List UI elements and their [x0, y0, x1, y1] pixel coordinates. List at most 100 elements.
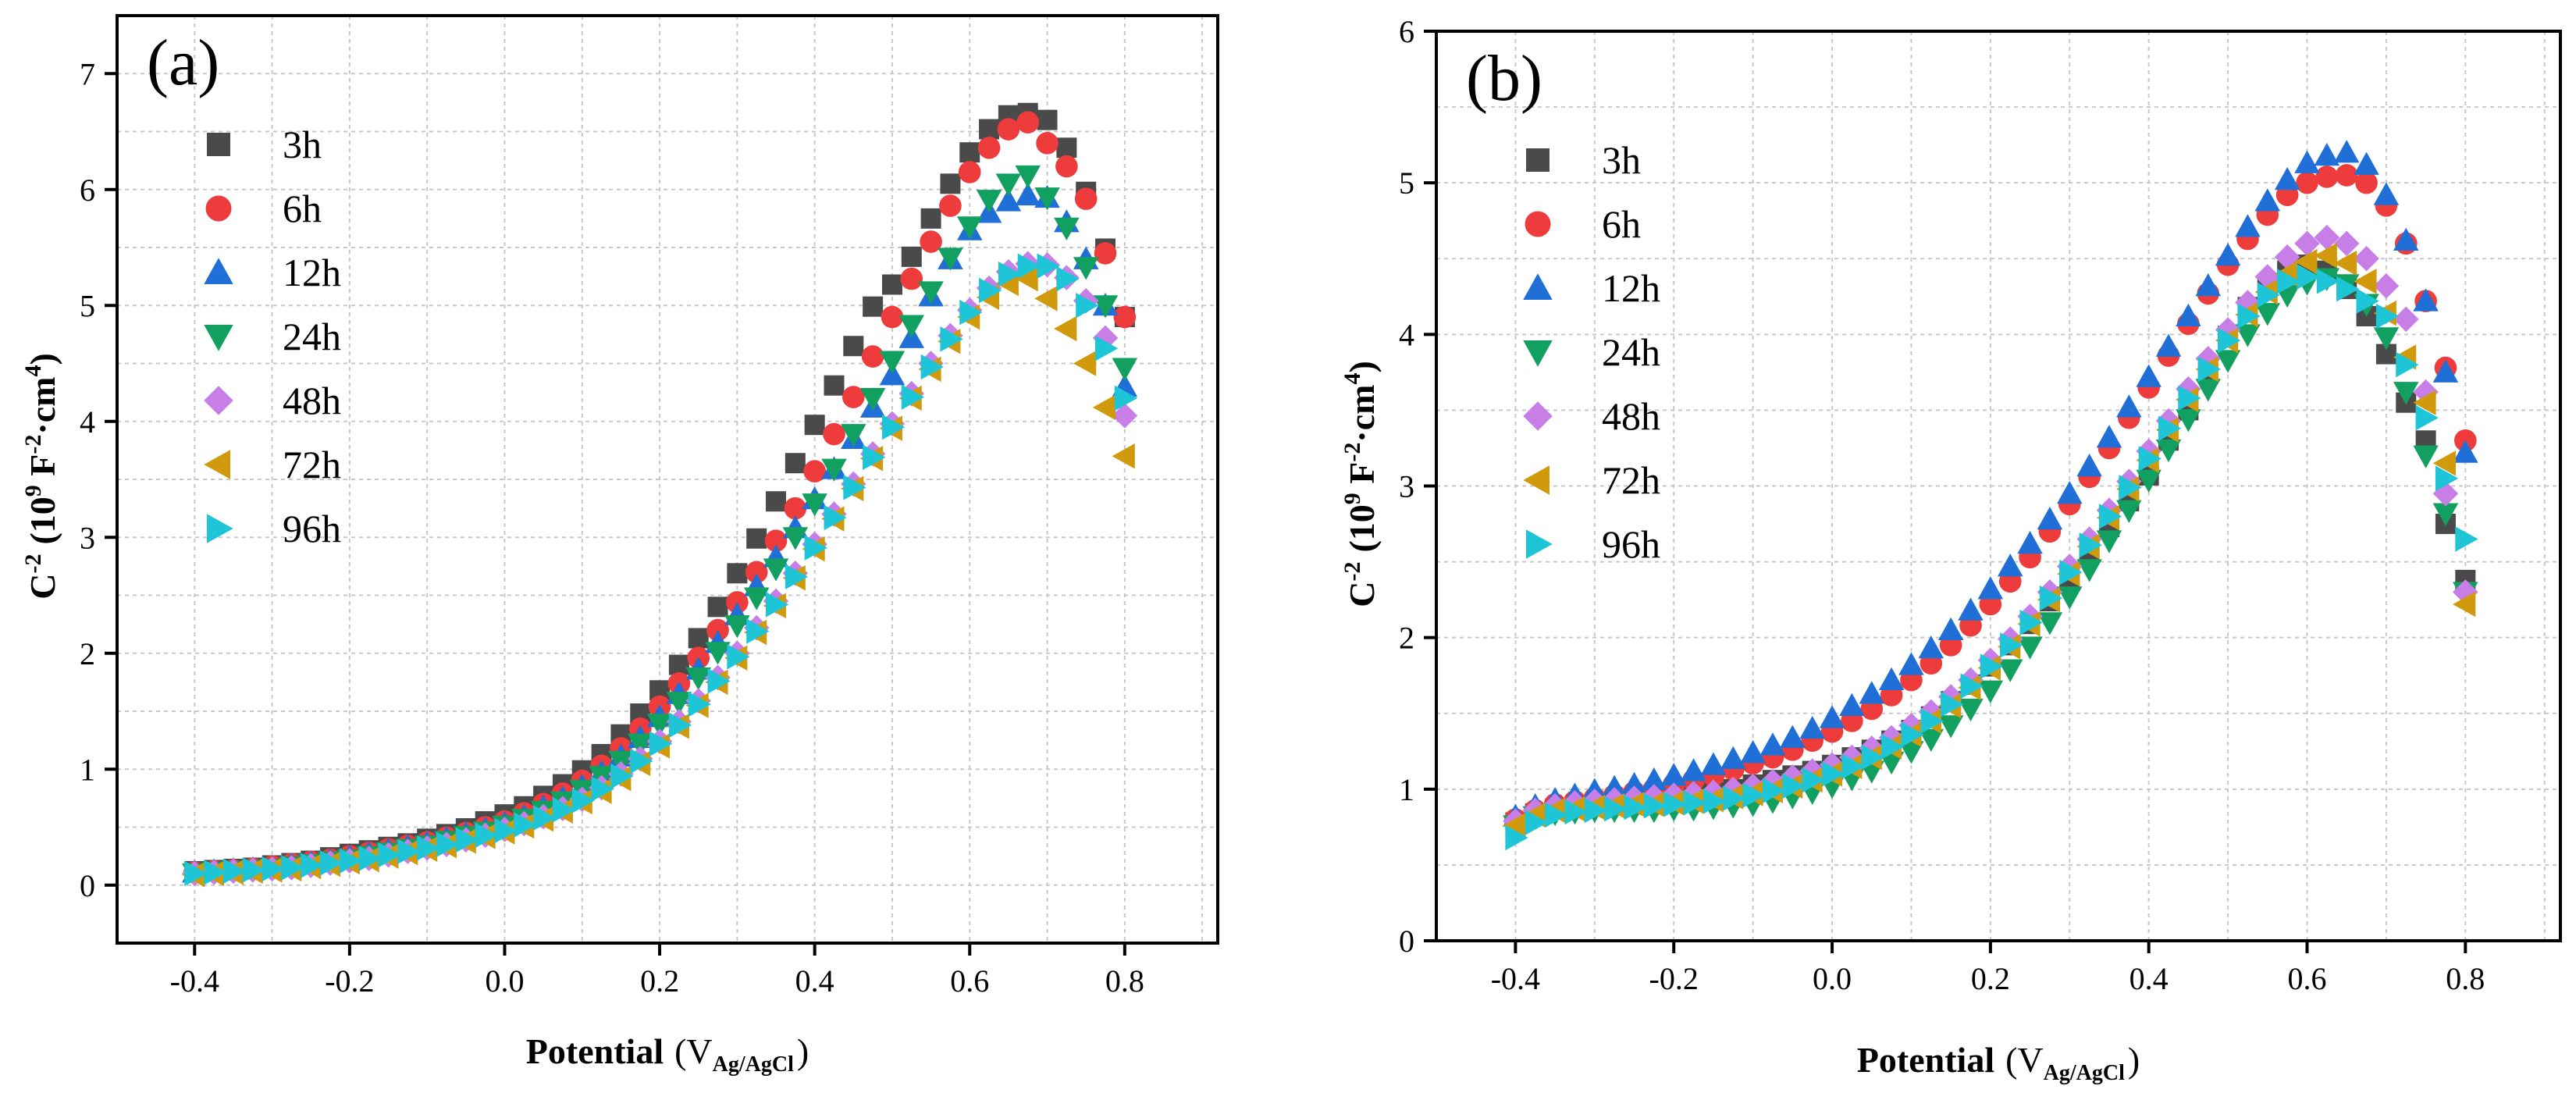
data-point [705, 642, 731, 665]
data-point [2155, 439, 2182, 463]
y-axis-title-exp: -2 [1340, 562, 1365, 582]
data-point [1073, 257, 1099, 280]
data-point [1780, 725, 1806, 748]
data-point [1034, 187, 1060, 211]
data-point [1092, 295, 1119, 319]
x-axis-title-subscript: Ag/AgCl [2044, 1061, 2125, 1085]
y-tick-label: 1 [80, 752, 95, 787]
y-axis-title-unit-open: (10 [1342, 504, 1382, 552]
data-point [1740, 739, 1766, 764]
data-point [1663, 792, 1687, 817]
data-point [222, 858, 247, 885]
data-point [782, 527, 809, 550]
data-point [1958, 597, 1984, 621]
x-tick-label: 0.2 [1971, 961, 2010, 996]
data-point [1525, 810, 1549, 835]
data-point [204, 860, 227, 885]
y-axis-title-unit-mid: F [1342, 462, 1382, 493]
data-point [1937, 617, 1964, 640]
data-point [417, 835, 440, 861]
series-96h [1505, 264, 2478, 851]
y-axis-title-close: ) [1342, 361, 1382, 372]
data-point [1015, 265, 1038, 292]
data-point [2393, 306, 2419, 333]
data-point [1076, 293, 1099, 319]
data-point [2432, 450, 2456, 476]
data-point [668, 654, 689, 675]
data-point [378, 842, 401, 868]
y-tick-label: 5 [1399, 166, 1414, 201]
data-point [1037, 253, 1060, 279]
y-tick-label: 0 [1399, 924, 1414, 959]
y-axis-title-main: C [1342, 582, 1382, 607]
legend-label: 3h [1602, 138, 1641, 182]
data-point [2257, 282, 2281, 308]
data-point [1839, 692, 1865, 717]
data-point [2274, 167, 2300, 190]
data-point [841, 424, 866, 447]
data-point [1054, 217, 1080, 241]
data-point [920, 208, 941, 229]
data-point [2218, 327, 2241, 354]
y-axis-title-unit-exp: 9 [20, 485, 46, 497]
data-point [2314, 142, 2340, 166]
x-axis-title-subscript: Ag/AgCl [713, 1052, 794, 1077]
data-point [1742, 782, 1766, 808]
data-point [514, 812, 537, 838]
x-tick-label: 0.6 [950, 963, 989, 999]
legend-marker [204, 386, 233, 415]
data-point [879, 351, 906, 374]
data-point [707, 668, 731, 694]
data-point [455, 827, 479, 853]
data-point [764, 529, 788, 553]
y-axis-title: C-2(109 F-2·cm4) [20, 353, 62, 600]
data-point [743, 587, 770, 611]
data-point [1114, 385, 1138, 411]
data-point [881, 274, 902, 295]
x-tick-label: -0.4 [170, 963, 219, 999]
y-tick-label: 2 [1399, 621, 1414, 656]
data-point [2195, 272, 2221, 297]
y-tick-label: 1 [1399, 772, 1414, 807]
y-axis-title-main: C [23, 574, 62, 600]
data-point [1112, 358, 1138, 381]
legend-label: 24h [283, 315, 341, 358]
data-point [2355, 171, 2378, 194]
data-point [1977, 576, 2004, 600]
data-point [2057, 586, 2083, 610]
data-point [784, 497, 807, 520]
legend-label: 12h [283, 251, 341, 294]
data-point [1503, 813, 1526, 838]
data-point [2356, 288, 2379, 314]
data-point [746, 618, 770, 644]
data-point [726, 591, 749, 614]
data-point [2354, 151, 2379, 175]
data-point [1034, 286, 1058, 312]
y-tick-label: 2 [80, 636, 95, 671]
data-point [1819, 705, 1845, 728]
data-point [2314, 243, 2337, 269]
data-point [746, 528, 767, 549]
data-point [2119, 475, 2142, 500]
data-point [281, 855, 304, 881]
data-point [2017, 636, 2043, 660]
x-tick-label: 0.8 [1105, 963, 1144, 999]
data-point [1920, 708, 1944, 734]
data-point [475, 822, 498, 849]
y-tick-label: 4 [80, 404, 95, 440]
data-point [1759, 732, 1786, 756]
data-point [2237, 303, 2261, 329]
data-point [320, 850, 343, 876]
data-point [940, 173, 961, 194]
legend-marker [207, 514, 233, 543]
data-point [842, 386, 865, 408]
y-tick-label: 6 [1399, 14, 1414, 49]
data-point [2235, 324, 2261, 347]
data-point [2037, 612, 2063, 636]
data-point [861, 345, 884, 368]
y-axis-title-unit-mid: F [23, 454, 62, 486]
data-point [727, 563, 748, 584]
data-point [2296, 171, 2318, 194]
y-axis-title-unit-exp3: 4 [20, 365, 46, 377]
data-point [1859, 681, 1884, 704]
